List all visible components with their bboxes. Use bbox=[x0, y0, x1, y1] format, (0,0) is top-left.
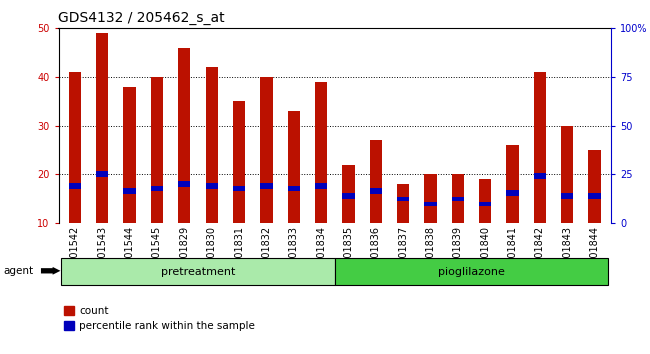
Bar bbox=[151, 77, 163, 223]
Bar bbox=[343, 165, 355, 223]
Bar bbox=[205, 67, 218, 223]
Bar bbox=[397, 197, 410, 201]
Bar bbox=[561, 126, 573, 223]
Bar bbox=[315, 183, 327, 189]
Bar bbox=[96, 33, 109, 223]
Bar bbox=[151, 185, 163, 192]
Bar bbox=[260, 183, 272, 189]
Bar bbox=[96, 171, 109, 177]
Text: agent: agent bbox=[3, 266, 33, 276]
Bar bbox=[343, 193, 355, 199]
Legend: count, percentile rank within the sample: count, percentile rank within the sample bbox=[64, 306, 255, 331]
Bar bbox=[370, 188, 382, 194]
Bar bbox=[61, 258, 335, 285]
Bar bbox=[452, 175, 464, 223]
Bar bbox=[506, 145, 519, 223]
Bar bbox=[561, 193, 573, 199]
Bar bbox=[233, 101, 245, 223]
Bar bbox=[534, 72, 546, 223]
Bar bbox=[452, 197, 464, 201]
Bar bbox=[588, 193, 601, 199]
Bar bbox=[260, 77, 272, 223]
Bar bbox=[397, 184, 410, 223]
Text: GDS4132 / 205462_s_at: GDS4132 / 205462_s_at bbox=[58, 11, 225, 25]
Text: pioglilazone: pioglilazone bbox=[438, 267, 505, 277]
Bar bbox=[124, 87, 136, 223]
Bar bbox=[479, 202, 491, 206]
Bar bbox=[424, 202, 437, 206]
Bar bbox=[479, 179, 491, 223]
Bar bbox=[370, 140, 382, 223]
Bar bbox=[287, 185, 300, 192]
Bar bbox=[534, 173, 546, 179]
Bar bbox=[424, 175, 437, 223]
Bar bbox=[233, 185, 245, 192]
Bar bbox=[287, 111, 300, 223]
Bar bbox=[205, 183, 218, 189]
Bar bbox=[69, 72, 81, 223]
Bar bbox=[178, 48, 190, 223]
Bar bbox=[124, 188, 136, 194]
Bar bbox=[69, 183, 81, 189]
Bar bbox=[588, 150, 601, 223]
Bar bbox=[315, 82, 327, 223]
Bar bbox=[178, 181, 190, 187]
Bar bbox=[335, 258, 608, 285]
Bar bbox=[506, 190, 519, 196]
Text: pretreatment: pretreatment bbox=[161, 267, 235, 277]
